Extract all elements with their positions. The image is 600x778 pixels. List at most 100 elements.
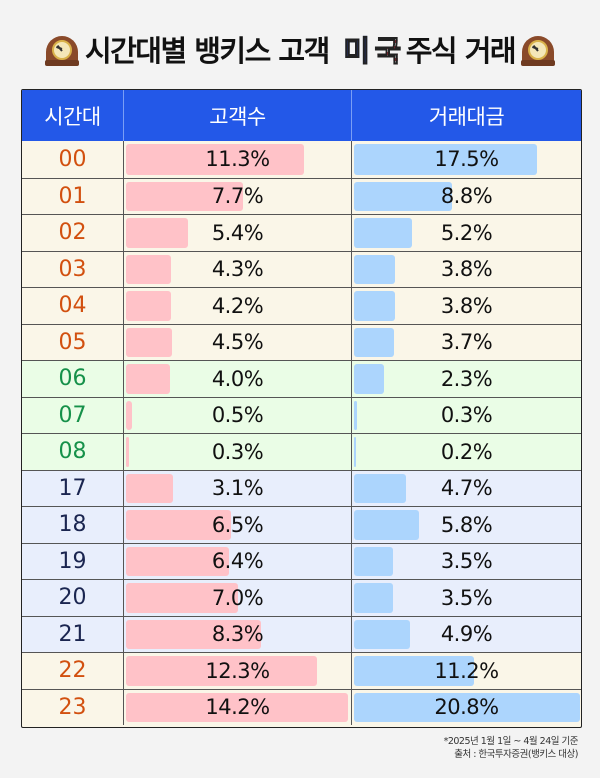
customers-bar bbox=[126, 327, 172, 357]
customers-cell: 7.7% bbox=[123, 178, 351, 214]
volume-cell: 3.5% bbox=[351, 543, 581, 579]
hour-label: 20 bbox=[58, 585, 87, 611]
customers-value: 4.5% bbox=[211, 330, 264, 355]
volume-cell: 5.8% bbox=[351, 507, 581, 543]
customers-bar bbox=[126, 400, 132, 430]
customers-value: 0.3% bbox=[211, 439, 264, 464]
volume-bar bbox=[354, 692, 580, 722]
volume-bar bbox=[354, 400, 357, 430]
volume-value: 20.8% bbox=[434, 695, 499, 720]
hour-cell: 06 bbox=[22, 361, 123, 397]
volume-value: 2.3% bbox=[440, 366, 493, 391]
customers-value: 7.7% bbox=[211, 184, 264, 209]
volume-bar bbox=[354, 546, 393, 576]
volume-bar bbox=[354, 254, 395, 284]
hour-label: 06 bbox=[58, 366, 87, 392]
customers-value: 4.0% bbox=[211, 366, 264, 391]
table-row: 22 12.3% 11.2% bbox=[22, 652, 581, 689]
table-row: 05 4.5% 3.7% bbox=[22, 323, 581, 361]
customers-value: 4.3% bbox=[211, 257, 264, 282]
volume-bar bbox=[354, 656, 474, 686]
volume-bar bbox=[354, 619, 410, 649]
customers-cell: 5.4% bbox=[123, 215, 351, 251]
hour-cell: 05 bbox=[22, 325, 123, 361]
header-hour: 시간대 bbox=[44, 104, 101, 129]
customers-cell: 0.5% bbox=[123, 397, 351, 433]
table-row: 21 8.3% 4.9% bbox=[22, 615, 581, 653]
volume-bar bbox=[354, 364, 384, 394]
volume-cell: 0.2% bbox=[351, 434, 581, 470]
table-row: 03 4.3% 3.8% bbox=[22, 250, 581, 288]
table-body: 00 11.3% 17.5% 01 7.7% 8.8% 02 5.4% 5.2% 03 4.3% 3.… bbox=[22, 141, 581, 725]
volume-value: 11.2% bbox=[434, 658, 499, 683]
hour-cell: 03 bbox=[22, 252, 123, 288]
footnote: *2025년 1월 1일 ~ 4월 24일 기준 출처 : 한국투자증권(뱅키스… bbox=[444, 735, 579, 761]
customers-cell: 14.2% bbox=[123, 689, 351, 725]
volume-bar bbox=[354, 327, 394, 357]
hour-label: 08 bbox=[58, 439, 87, 465]
volume-cell: 4.9% bbox=[351, 616, 581, 652]
customers-value: 8.3% bbox=[211, 622, 264, 647]
hour-cell: 18 bbox=[22, 507, 123, 543]
volume-cell: 5.2% bbox=[351, 215, 581, 251]
customers-value: 0.5% bbox=[211, 403, 264, 428]
table-row: 08 0.3% 0.2% bbox=[22, 433, 581, 470]
customers-value: 14.2% bbox=[205, 695, 270, 720]
table-row: 01 7.7% 8.8% bbox=[22, 177, 581, 215]
mantelpiece-clock-icon bbox=[521, 32, 556, 66]
table-row: 17 3.1% 4.7% bbox=[22, 469, 581, 506]
volume-bar bbox=[354, 583, 393, 613]
customers-cell: 4.2% bbox=[123, 288, 351, 324]
customers-bar bbox=[126, 291, 171, 321]
customers-cell: 0.3% bbox=[123, 434, 351, 470]
customers-value: 12.3% bbox=[205, 658, 270, 683]
volume-value: 0.2% bbox=[440, 439, 493, 464]
customers-cell: 12.3% bbox=[123, 653, 351, 689]
volume-value: 4.7% bbox=[440, 476, 493, 501]
customers-bar bbox=[126, 510, 231, 540]
volume-cell: 3.5% bbox=[351, 580, 581, 616]
customers-bar bbox=[126, 364, 170, 394]
customers-bar bbox=[126, 181, 243, 211]
volume-cell: 3.8% bbox=[351, 251, 581, 287]
volume-value: 5.8% bbox=[440, 512, 493, 537]
header-customers: 고객수 bbox=[123, 90, 351, 141]
hour-label: 04 bbox=[58, 293, 87, 319]
customers-bar bbox=[126, 144, 304, 175]
table-row: 02 5.4% 5.2% bbox=[22, 214, 581, 251]
customers-value: 6.5% bbox=[211, 512, 264, 537]
hour-cell: 07 bbox=[22, 398, 123, 434]
table-row: 18 6.5% 5.8% bbox=[22, 506, 581, 543]
hour-cell: 20 bbox=[22, 580, 123, 616]
customers-bar bbox=[126, 583, 238, 613]
customers-bar bbox=[126, 656, 317, 686]
volume-cell: 2.3% bbox=[351, 361, 581, 397]
hour-cell: 21 bbox=[22, 617, 123, 653]
customers-bar bbox=[126, 437, 129, 467]
customers-bar bbox=[126, 619, 261, 649]
hour-cell: 01 bbox=[22, 179, 123, 215]
customers-value: 6.4% bbox=[211, 549, 264, 574]
volume-cell: 17.5% bbox=[351, 141, 581, 178]
customers-value: 7.0% bbox=[211, 585, 264, 610]
hour-cell: 22 bbox=[22, 653, 123, 689]
hour-label: 23 bbox=[58, 694, 87, 720]
table-row: 04 4.2% 3.8% bbox=[22, 287, 581, 324]
customers-cell: 11.3% bbox=[123, 141, 351, 178]
title-flag-word-mi: 미 bbox=[343, 28, 371, 70]
customers-value: 5.4% bbox=[211, 220, 264, 245]
volume-bar bbox=[354, 218, 412, 248]
volume-value: 3.5% bbox=[440, 585, 493, 610]
customers-cell: 8.3% bbox=[123, 616, 351, 652]
footnote-source: 출처 : 한국투자증권(뱅키스 대상) bbox=[454, 749, 578, 760]
hour-cell: 23 bbox=[22, 690, 123, 726]
customers-value: 4.2% bbox=[211, 293, 264, 318]
volume-value: 0.3% bbox=[440, 403, 493, 428]
page-title: 시간대별 뱅키스 고객 미 국 주식 거래 bbox=[0, 28, 600, 70]
hour-label: 05 bbox=[58, 329, 87, 355]
volume-bar bbox=[354, 291, 395, 321]
hour-label: 07 bbox=[58, 402, 87, 428]
volume-cell: 0.3% bbox=[351, 397, 581, 433]
customers-value: 3.1% bbox=[211, 476, 264, 501]
hour-cell: 00 bbox=[22, 141, 123, 178]
